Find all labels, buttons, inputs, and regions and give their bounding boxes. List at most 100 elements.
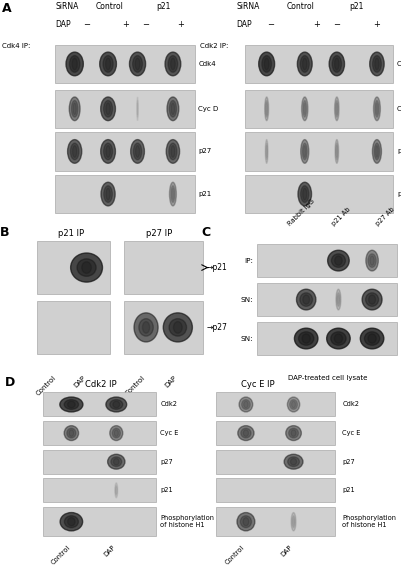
Ellipse shape [110, 425, 123, 441]
Ellipse shape [100, 52, 116, 76]
Text: p27: p27 [160, 459, 173, 465]
Ellipse shape [169, 143, 177, 160]
Ellipse shape [238, 425, 254, 441]
Ellipse shape [166, 140, 180, 163]
Ellipse shape [365, 332, 380, 345]
Ellipse shape [336, 289, 341, 310]
Ellipse shape [169, 101, 176, 117]
Bar [245, 45, 393, 83]
Ellipse shape [107, 454, 125, 469]
Ellipse shape [303, 188, 307, 200]
Text: p21 Ab: p21 Ab [331, 206, 352, 227]
Ellipse shape [290, 458, 297, 465]
Text: DAP-treated cell lysate: DAP-treated cell lysate [288, 375, 367, 381]
Text: p21: p21 [198, 191, 212, 197]
Text: p21: p21 [342, 487, 355, 494]
Ellipse shape [165, 52, 181, 76]
Ellipse shape [304, 145, 306, 157]
Ellipse shape [370, 256, 374, 265]
Ellipse shape [133, 56, 142, 72]
Text: Control: Control [96, 2, 124, 11]
Text: Cdk4 IP:: Cdk4 IP: [2, 43, 30, 49]
Bar [216, 478, 335, 502]
Bar [43, 507, 156, 536]
Text: →p21: →p21 [207, 263, 227, 272]
Text: −: − [267, 20, 274, 29]
Bar [216, 392, 335, 416]
Ellipse shape [104, 186, 112, 202]
Ellipse shape [302, 97, 308, 120]
Ellipse shape [73, 145, 77, 157]
Ellipse shape [130, 52, 146, 76]
Bar [124, 301, 203, 354]
Ellipse shape [105, 58, 111, 70]
Bar [55, 90, 194, 128]
Ellipse shape [266, 143, 267, 160]
Text: p27: p27 [397, 148, 401, 154]
Ellipse shape [60, 512, 83, 531]
Text: p27 IP: p27 IP [146, 228, 172, 237]
Ellipse shape [288, 397, 300, 412]
Ellipse shape [237, 512, 255, 531]
Text: B: B [0, 226, 10, 239]
Ellipse shape [69, 56, 80, 72]
Text: DAP: DAP [103, 544, 116, 558]
Ellipse shape [289, 428, 298, 438]
Ellipse shape [292, 401, 296, 408]
Ellipse shape [134, 313, 158, 342]
Ellipse shape [294, 328, 318, 349]
Bar [257, 322, 397, 355]
Ellipse shape [243, 517, 249, 526]
Text: +: + [313, 20, 320, 29]
Ellipse shape [336, 143, 338, 160]
Ellipse shape [244, 401, 248, 408]
Ellipse shape [369, 295, 376, 304]
Ellipse shape [368, 254, 376, 268]
Ellipse shape [328, 250, 349, 271]
Text: +: + [373, 20, 381, 29]
Bar [216, 421, 335, 445]
Ellipse shape [170, 182, 176, 206]
Ellipse shape [113, 401, 120, 408]
Ellipse shape [290, 400, 298, 410]
Text: +: + [177, 20, 184, 29]
Ellipse shape [169, 319, 186, 336]
Text: p27 Ab: p27 Ab [375, 206, 396, 227]
Text: IP:: IP: [245, 258, 253, 264]
Text: D: D [5, 376, 15, 389]
Bar [55, 132, 194, 170]
Text: Phosphorylation
of histone H1: Phosphorylation of histone H1 [342, 515, 397, 528]
Ellipse shape [291, 512, 296, 531]
Ellipse shape [103, 56, 113, 72]
Ellipse shape [64, 400, 79, 410]
Text: Control: Control [287, 2, 315, 11]
Ellipse shape [303, 101, 307, 117]
Ellipse shape [170, 58, 175, 70]
Ellipse shape [110, 400, 123, 410]
Ellipse shape [302, 58, 307, 70]
Ellipse shape [375, 101, 379, 117]
Ellipse shape [135, 58, 140, 70]
Ellipse shape [106, 397, 127, 412]
Text: Cdk2: Cdk2 [342, 402, 359, 407]
Text: DAP: DAP [73, 375, 87, 389]
Text: Control: Control [50, 544, 71, 565]
Ellipse shape [331, 254, 345, 268]
Text: p21: p21 [397, 191, 401, 197]
Ellipse shape [60, 397, 83, 412]
Ellipse shape [77, 259, 96, 276]
Ellipse shape [71, 143, 79, 160]
Text: DAP: DAP [164, 375, 178, 389]
Text: Control: Control [225, 544, 246, 565]
Ellipse shape [103, 143, 113, 160]
Bar [55, 45, 194, 83]
Text: Control: Control [124, 375, 146, 397]
Ellipse shape [298, 182, 312, 206]
Ellipse shape [171, 145, 175, 157]
Ellipse shape [300, 293, 312, 306]
Ellipse shape [101, 140, 115, 163]
Text: p21: p21 [156, 2, 170, 11]
Ellipse shape [67, 428, 76, 438]
Ellipse shape [71, 253, 103, 282]
Ellipse shape [69, 97, 80, 120]
